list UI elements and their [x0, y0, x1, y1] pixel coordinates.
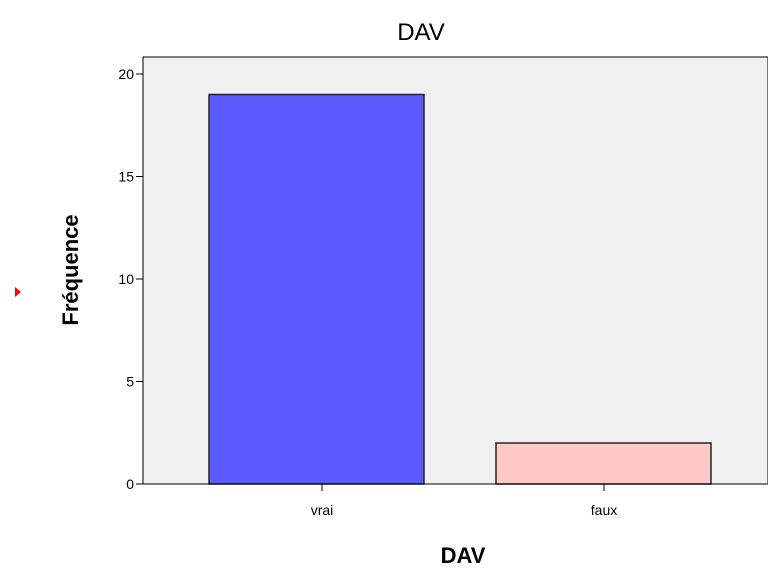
- y-tick-label: 15: [118, 169, 134, 185]
- bar-faux: [495, 442, 712, 485]
- y-tick-label: 0: [126, 476, 134, 492]
- y-tick-label: 10: [118, 271, 134, 287]
- x-axis-label: DAV: [441, 543, 486, 568]
- x-tick-label-vrai: vrai: [311, 502, 334, 518]
- red-marker-icon: [15, 287, 21, 297]
- chart-title: DAV: [397, 19, 445, 46]
- y-axis: 0 5 10 15 20: [118, 57, 144, 492]
- x-tick-label-faux: faux: [591, 502, 617, 518]
- x-axis: vrai faux: [143, 483, 768, 518]
- y-axis-label: Fréquence: [58, 214, 83, 325]
- bar-vrai: [208, 93, 425, 485]
- y-tick-label: 5: [126, 374, 134, 390]
- y-tick-label: 20: [118, 66, 134, 82]
